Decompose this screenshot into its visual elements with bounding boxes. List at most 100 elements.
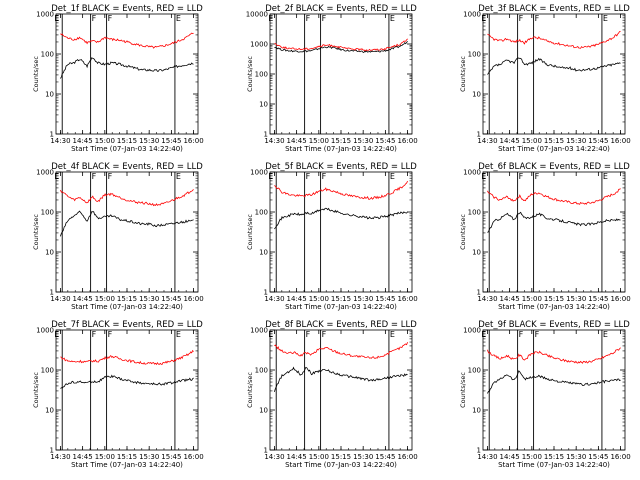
plot-frame	[269, 171, 413, 293]
x-axis-label: Start Time (07-Jan-03 14:22:40)	[498, 145, 610, 153]
plot-frame	[482, 171, 626, 293]
lld-series-line	[487, 188, 621, 205]
x-tick-label: 14:45	[287, 137, 307, 145]
x-tick-label: 14:45	[73, 453, 93, 461]
y-tick-label: 10	[45, 91, 54, 99]
flag-label: F	[108, 330, 113, 339]
x-tick-label: 14:30	[50, 295, 70, 303]
x-tick-label: 15:30	[566, 137, 586, 145]
flag-label: E	[176, 14, 181, 23]
x-tick-label: 15:15	[331, 295, 351, 303]
x-tick-label: 14:45	[73, 137, 93, 145]
panel-title: Det_9f BLACK = Events, RED = LLD	[478, 320, 630, 330]
x-axis-label: Start Time (07-Jan-03 14:22:40)	[498, 461, 610, 469]
y-axis-label: Counts/sec	[246, 56, 254, 92]
x-axis-label: Start Time (07-Jan-03 14:22:40)	[71, 303, 183, 311]
x-tick-label: 14:45	[287, 295, 307, 303]
y-tick-label: 100	[468, 51, 481, 59]
flag-label: F	[322, 14, 327, 23]
flag-label: F	[322, 330, 327, 339]
x-tick-label: 15:15	[117, 137, 137, 145]
x-tick-label: 15:00	[95, 137, 115, 145]
plot-frame	[482, 329, 626, 451]
y-tick-label: 10	[472, 249, 481, 257]
panel-title: Det_8f BLACK = Events, RED = LLD	[265, 320, 417, 330]
x-tick-label: 16:00	[183, 453, 203, 461]
x-tick-label: 15:30	[139, 137, 159, 145]
plot-frame	[269, 329, 413, 451]
x-tick-label: 15:00	[522, 295, 542, 303]
x-tick-label: 14:45	[73, 295, 93, 303]
y-tick-label: 1	[50, 131, 54, 139]
flag-label: F	[306, 172, 311, 181]
panel-2: Det_2f BLACK = Events, RED = LLD 1 10 100 10…	[246, 4, 418, 153]
y-tick-label: 10	[259, 249, 268, 257]
flag-label: E	[390, 330, 395, 339]
events-series-line	[487, 211, 621, 233]
panel-title: Det_2f BLACK = Events, RED = LLD	[265, 4, 417, 14]
flag-label: F	[322, 172, 327, 181]
y-tick-label: 1000	[250, 41, 268, 49]
x-tick-label: 16:00	[610, 295, 630, 303]
x-axis-label: Start Time (07-Jan-03 14:22:40)	[71, 461, 183, 469]
plot-frame	[55, 171, 199, 293]
lld-series-line	[60, 189, 194, 207]
y-tick-label: 1	[264, 289, 268, 297]
lld-series-line	[60, 32, 194, 49]
flag-label: F	[535, 330, 540, 339]
panel-6: Det_6f BLACK = Events, RED = LLD 1 10 100 10…	[459, 162, 631, 311]
x-tick-label: 15:45	[161, 137, 181, 145]
panel-title: Det_6f BLACK = Events, RED = LLD	[478, 162, 630, 172]
x-tick-label: 15:15	[117, 453, 137, 461]
plot-frame	[482, 13, 626, 135]
x-tick-label: 15:45	[161, 453, 181, 461]
x-tick-label: 14:30	[50, 137, 70, 145]
events-series-line	[487, 370, 621, 394]
x-tick-label: 15:45	[161, 295, 181, 303]
x-tick-label: 15:30	[566, 453, 586, 461]
flag-label: F	[535, 172, 540, 181]
x-tick-label: 15:30	[353, 295, 373, 303]
x-tick-label: 15:30	[353, 453, 373, 461]
panel-5: Det_5f BLACK = Events, RED = LLD 1 10 100 10…	[246, 162, 418, 311]
y-tick-label: 10000	[246, 11, 268, 19]
panel-title: Det_3f BLACK = Events, RED = LLD	[478, 4, 630, 14]
x-tick-label: 15:00	[309, 295, 329, 303]
y-tick-label: 100	[41, 367, 54, 375]
x-tick-label: 14:30	[477, 295, 497, 303]
plot-frame	[269, 13, 413, 135]
flag-label: F	[108, 172, 113, 181]
y-tick-label: 1000	[36, 327, 54, 335]
flag-label: E	[54, 14, 59, 23]
lld-series-line	[487, 31, 621, 49]
flag-label: E	[54, 172, 59, 181]
y-tick-label: 10	[259, 101, 268, 109]
x-tick-label: 15:15	[331, 453, 351, 461]
flag-label: E	[481, 330, 486, 339]
y-tick-label: 100	[255, 367, 268, 375]
x-tick-label: 15:45	[588, 295, 608, 303]
x-axis-label: Start Time (07-Jan-03 14:22:40)	[285, 461, 397, 469]
y-tick-label: 1000	[463, 327, 481, 335]
flag-label: E	[176, 330, 181, 339]
flag-label: E	[268, 172, 273, 181]
y-tick-label: 1000	[36, 169, 54, 177]
x-tick-label: 15:15	[544, 453, 564, 461]
y-axis-label: Counts/sec	[459, 214, 467, 250]
x-tick-label: 14:45	[500, 453, 520, 461]
x-tick-label: 14:45	[500, 137, 520, 145]
y-tick-label: 10	[45, 249, 54, 257]
y-axis-label: Counts/sec	[246, 372, 254, 408]
x-tick-label: 16:00	[610, 137, 630, 145]
y-tick-label: 1	[477, 447, 481, 455]
lld-series-line	[274, 38, 408, 51]
lld-series-line	[487, 347, 621, 364]
events-series-line	[274, 41, 408, 53]
panel-title: Det_5f BLACK = Events, RED = LLD	[265, 162, 417, 172]
flag-label: F	[92, 14, 97, 23]
x-tick-label: 15:45	[588, 137, 608, 145]
y-tick-label: 100	[255, 209, 268, 217]
y-tick-label: 1000	[250, 327, 268, 335]
panel-title: Det_1f BLACK = Events, RED = LLD	[51, 4, 203, 14]
